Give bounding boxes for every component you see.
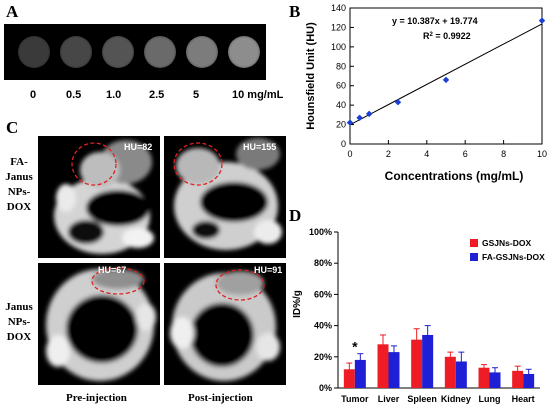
bar [512,370,524,388]
data-point [442,76,450,84]
data-point [346,119,354,126]
data-point [366,110,373,118]
phantom-well [18,36,50,68]
y-axis-label: Hounsfield Unit (HU) [305,22,317,130]
concentration-label: 0 [30,89,37,101]
category-label: Lung [479,394,501,404]
x-tick-label: 6 [463,149,468,159]
biodistribution-chart: 0% 20% 40% 60% 80% 100% ID%/g Tumor Liver Spleen K… [292,227,545,404]
bar [489,372,501,388]
concentration-label: 5 [193,89,200,101]
row-label-janus: Janus NPs- DOX [5,301,33,343]
y-tick-label: 100 [331,42,346,52]
panel-b-letter: B [289,2,301,21]
ct-image-janus-post [164,263,286,385]
ct-image-fa-post [164,136,286,258]
concentration-label: 2.5 [149,89,165,101]
phantom-well [228,36,260,68]
y-tick-label: 140 [331,3,346,13]
fit-line [349,23,543,126]
ct-image-fa-pre [38,136,160,258]
phantom-well [102,36,134,68]
x-tick-label: 4 [424,149,429,159]
y-tick-label: 0 [341,139,346,149]
legend-label: GSJNs-DOX [482,238,531,248]
data-point [356,114,363,121]
plot-frame [349,7,543,145]
y-tick-label: 60% [314,289,332,299]
phantom-well [60,36,92,68]
y-tick-label: 40% [314,321,332,331]
category-label: Spleen [407,394,437,404]
bar [354,359,366,388]
y-tick-label: 0% [319,383,332,393]
bar [444,356,456,388]
category-label: Liver [378,394,400,404]
col-label-post-injection: Post-injection [188,392,253,404]
bar [422,334,434,388]
concentration-label: 10 mg/mL [232,89,284,101]
concentration-label: 1.0 [106,89,122,101]
data-point [538,17,546,24]
y-tick-label: 120 [331,22,346,32]
phantom-well [186,36,218,68]
hu-value-fa-pre: HU=82 [124,142,153,152]
y-tick-label: 80% [314,258,332,268]
phantom-wells-strip [4,24,266,80]
y-tick-label: 60 [336,81,346,91]
legend-swatch [470,253,478,261]
y-tick-label: 20 [336,120,346,130]
bar [411,339,423,388]
r-squared: R2 = 0.9922 [423,31,471,41]
hu-value-fa-post: HU=155 [243,142,277,152]
bar [388,352,400,388]
legend-label: FA-GSJNs-DOX [482,252,545,262]
row-label-fa-janus: FA- Janus NPs- DOX [5,156,33,213]
bar [523,373,535,388]
bar [343,369,355,388]
legend-swatch [470,239,478,247]
significance-asterisk: * [352,339,358,355]
y-axis-label: ID%/g [292,290,303,318]
bar [478,367,490,388]
y-tick-label: 100% [309,227,332,237]
panel-c-letter: C [6,118,19,137]
panel-d-letter: D [289,206,302,225]
x-tick-label: 10 [537,149,547,159]
x-tick-label: 8 [501,149,506,159]
category-label: Heart [512,394,535,404]
fit-equation: y = 10.387x + 19.774 [392,16,478,26]
col-label-pre-injection: Pre-injection [66,392,127,404]
y-tick-label: 80 [336,61,346,71]
panel-a-letter: A [6,2,19,21]
phantom-well [144,36,176,68]
x-axis-label: Concentrations (mg/mL) [385,169,524,183]
hu-value-janus-pre: HU=67 [98,265,127,275]
category-label: Tumor [341,394,369,404]
hu-calibration-chart: 0 20 40 60 80 100 120 140 0 2 4 6 8 10 Concentrations … [305,3,547,183]
x-tick-label: 0 [347,149,352,159]
category-label: Kidney [441,394,471,404]
bar [377,344,389,388]
y-tick-label: 40 [336,100,346,110]
concentration-label: 0.5 [66,89,82,101]
x-tick-label: 2 [386,149,391,159]
data-point [394,99,402,106]
bar [455,361,467,388]
hu-value-janus-post: HU=91 [254,265,283,275]
y-tick-label: 20% [314,352,332,362]
ct-image-janus-pre [38,263,160,385]
